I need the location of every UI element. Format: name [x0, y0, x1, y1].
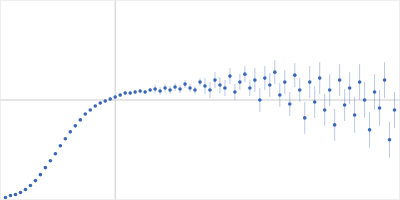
point	[108, 97, 112, 101]
point	[103, 99, 107, 103]
point	[388, 138, 392, 142]
point	[238, 80, 242, 84]
point	[98, 101, 102, 105]
point	[19, 191, 23, 195]
point	[54, 152, 58, 156]
point	[378, 106, 382, 110]
point	[203, 84, 207, 88]
point	[363, 98, 367, 102]
point	[44, 166, 48, 170]
point	[64, 137, 68, 141]
point	[153, 87, 157, 91]
point	[168, 88, 172, 92]
point	[193, 88, 197, 92]
point	[358, 80, 362, 84]
point	[138, 89, 142, 93]
point	[368, 128, 372, 132]
point	[4, 196, 8, 200]
point	[243, 72, 247, 76]
point	[9, 194, 13, 198]
point	[208, 88, 212, 92]
point	[333, 123, 337, 127]
point	[353, 113, 357, 117]
point	[133, 90, 137, 94]
point	[293, 73, 297, 77]
point	[113, 95, 117, 99]
point	[118, 93, 122, 97]
grid-line-y	[1, 100, 400, 101]
point	[128, 91, 132, 95]
point	[69, 130, 73, 134]
point	[173, 85, 177, 89]
point	[273, 70, 277, 74]
point	[383, 78, 387, 82]
point	[79, 118, 83, 122]
point	[198, 80, 202, 84]
point	[328, 88, 332, 92]
point	[163, 86, 167, 90]
point	[268, 83, 272, 87]
point	[188, 86, 192, 90]
point	[123, 91, 127, 95]
point	[218, 83, 222, 87]
point	[283, 80, 287, 84]
point	[93, 104, 97, 108]
point	[49, 159, 53, 163]
point	[248, 86, 252, 90]
point	[253, 78, 257, 82]
data-points	[4, 60, 397, 199]
point	[34, 179, 38, 183]
plot-frame	[1, 1, 400, 200]
point	[228, 74, 232, 78]
point	[143, 90, 147, 94]
point	[158, 89, 162, 93]
point	[74, 124, 78, 128]
point	[88, 108, 92, 112]
point	[148, 88, 152, 92]
point	[59, 144, 63, 148]
point	[343, 103, 347, 107]
point	[83, 112, 87, 116]
point	[233, 90, 237, 94]
point	[178, 87, 182, 91]
point	[14, 193, 18, 197]
point	[318, 76, 322, 80]
point	[183, 82, 187, 86]
point	[313, 100, 317, 104]
point	[298, 88, 302, 92]
point	[348, 86, 352, 90]
point	[223, 86, 227, 90]
point	[29, 184, 33, 188]
point	[393, 108, 397, 112]
chart	[0, 0, 400, 200]
point	[213, 78, 217, 82]
point	[288, 102, 292, 106]
point	[373, 90, 377, 94]
point	[338, 78, 342, 82]
point	[278, 93, 282, 97]
point	[258, 98, 262, 102]
point	[263, 76, 267, 80]
point	[24, 188, 28, 192]
point	[39, 173, 43, 177]
point	[303, 116, 307, 120]
point	[323, 108, 327, 112]
point	[308, 80, 312, 84]
